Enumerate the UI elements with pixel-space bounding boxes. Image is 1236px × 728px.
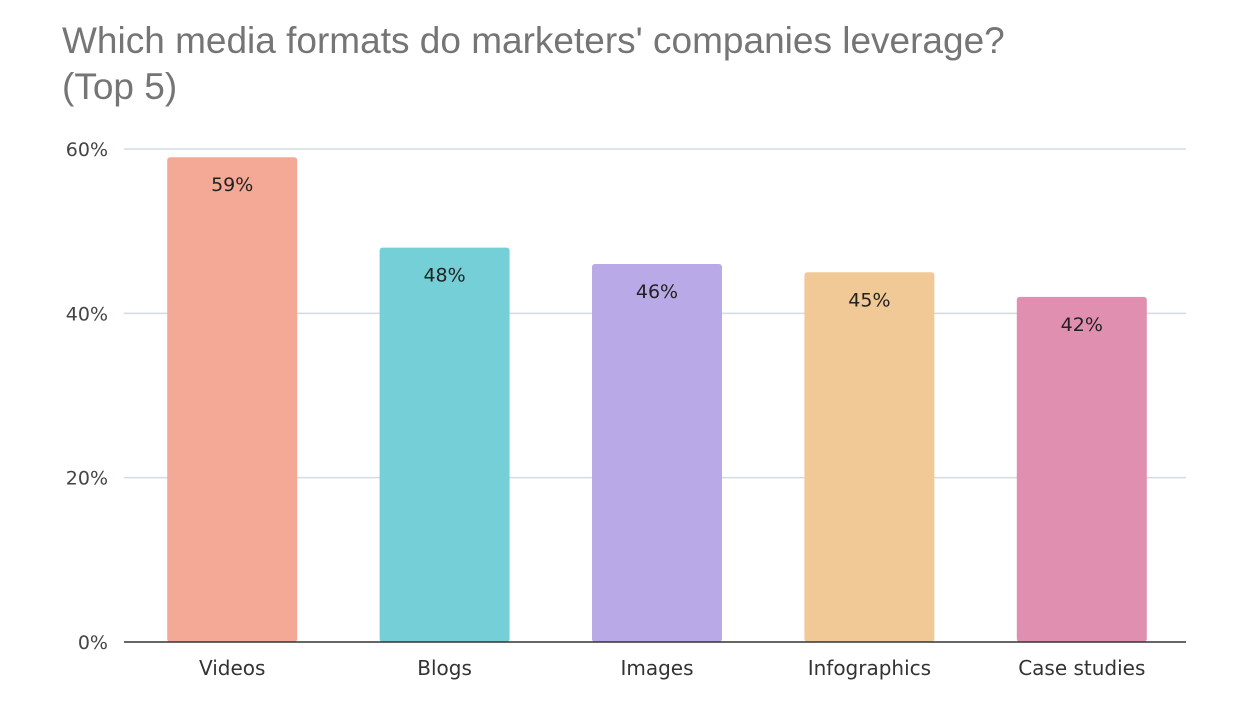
- x-tick-label: Images: [620, 656, 693, 680]
- x-tick-label: Infographics: [808, 656, 931, 680]
- x-tick-label: Case studies: [1018, 656, 1145, 680]
- bar-blogs: [379, 247, 510, 642]
- x-tick-label: Blogs: [417, 656, 472, 680]
- y-tick-label: 60%: [66, 139, 108, 161]
- data-label: 59%: [211, 174, 253, 196]
- data-label: 46%: [636, 281, 678, 303]
- y-tick-label: 40%: [66, 303, 108, 325]
- labels: 0% 20% 40% 60% 59% Videos 48% Blogs 46% Images 45%…: [66, 139, 1146, 680]
- bars: [167, 157, 1147, 642]
- y-tick-label: 20%: [66, 468, 108, 490]
- bar-case-studies: [1016, 296, 1147, 642]
- bar-videos: [167, 157, 298, 642]
- y-tick-label: 0%: [78, 632, 108, 654]
- x-tick-label: Videos: [199, 656, 265, 680]
- data-label: 45%: [848, 289, 890, 311]
- bar-images: [592, 264, 722, 642]
- bar-infographics: [804, 272, 935, 642]
- data-label: 48%: [423, 265, 465, 287]
- chart-title: Which media formats do marketers' compan…: [62, 20, 1005, 107]
- data-label: 42%: [1061, 314, 1103, 336]
